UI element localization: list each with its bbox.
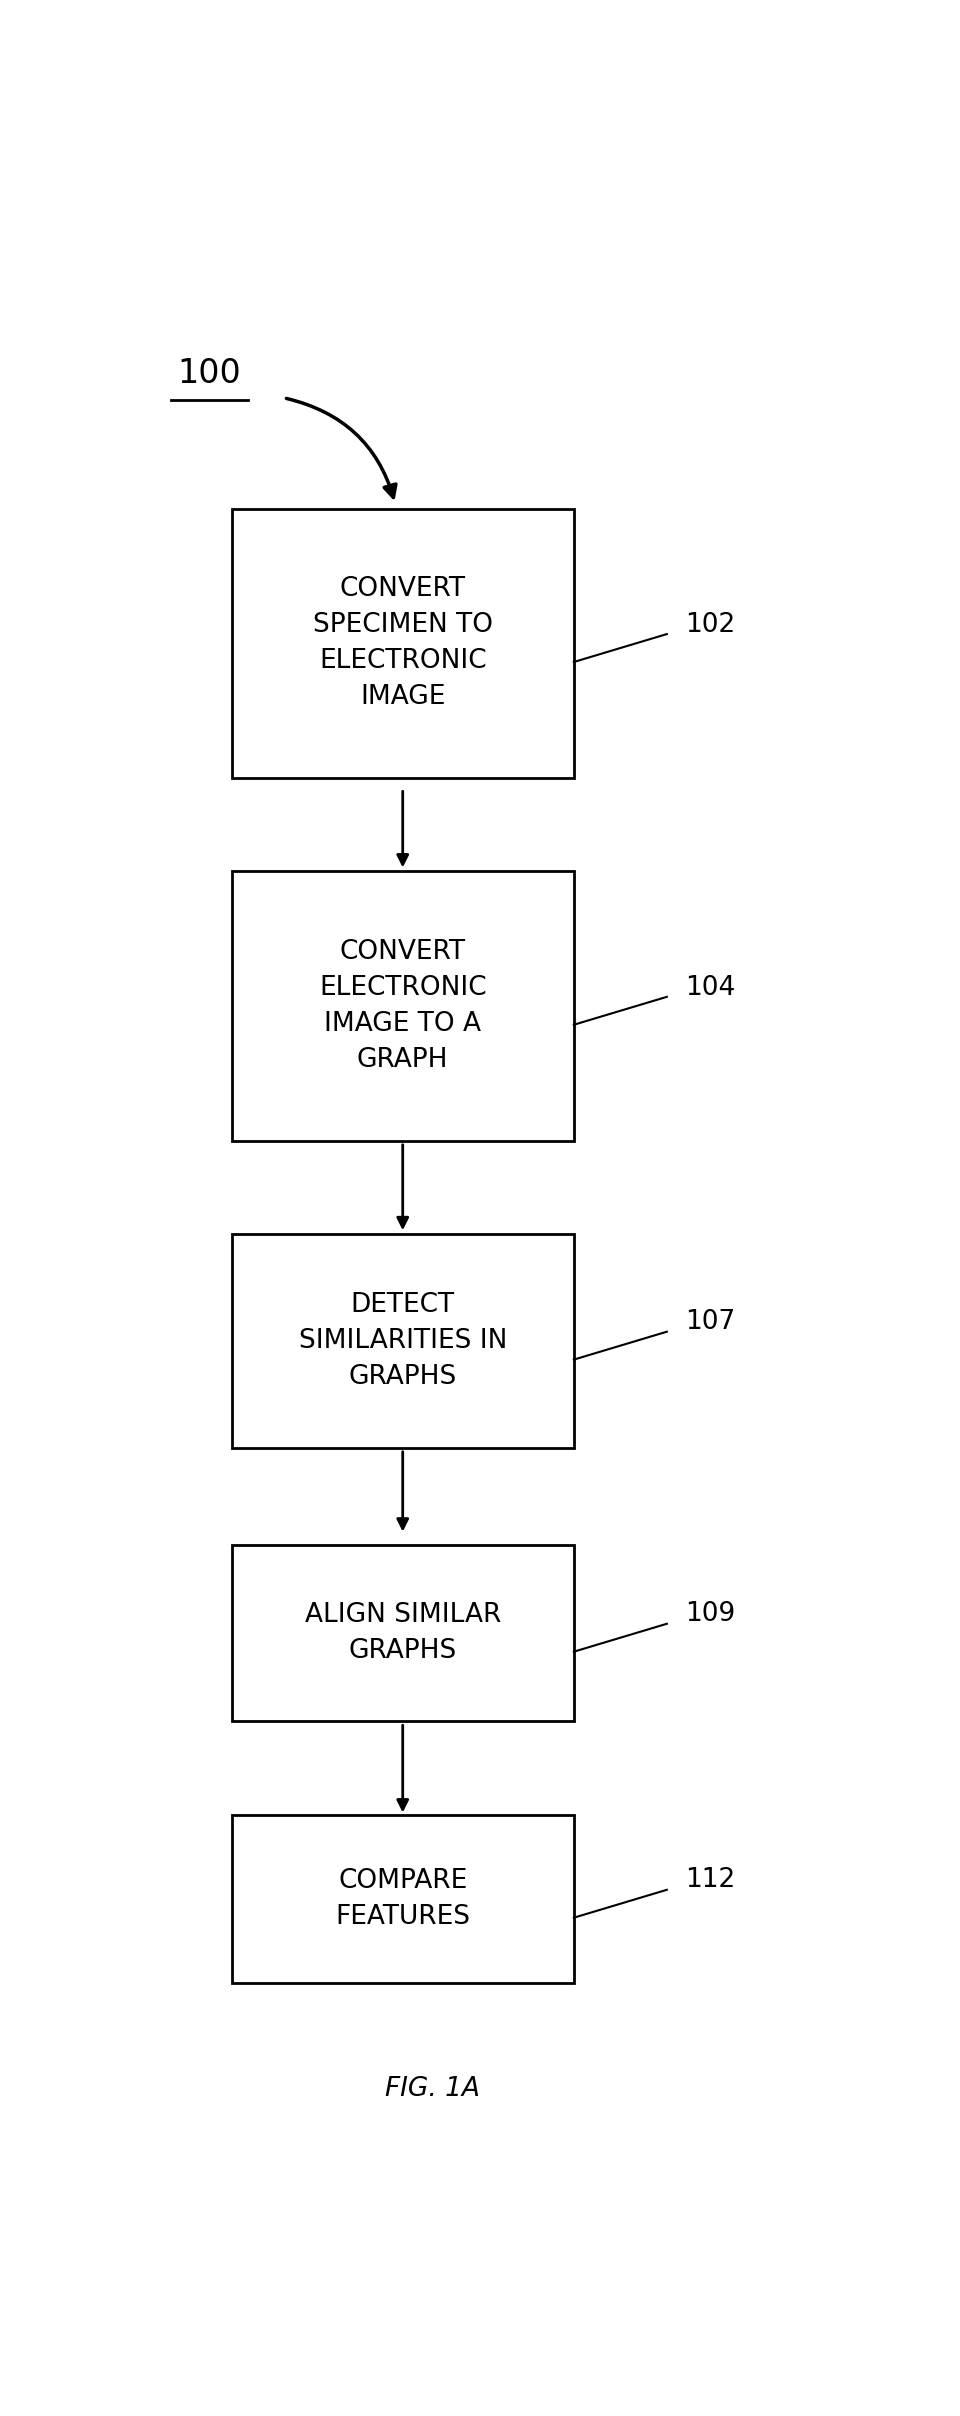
Bar — [231, 1544, 574, 1723]
Text: 109: 109 — [685, 1602, 735, 1628]
Bar — [231, 507, 574, 778]
FancyArrowPatch shape — [286, 399, 396, 498]
Text: DETECT
SIMILARITIES IN
GRAPHS: DETECT SIMILARITIES IN GRAPHS — [299, 1293, 507, 1389]
Text: COMPARE
FEATURES: COMPARE FEATURES — [335, 1868, 470, 1930]
Bar — [231, 1814, 574, 1984]
Text: 107: 107 — [685, 1309, 735, 1336]
Text: 104: 104 — [685, 974, 735, 1000]
Bar — [231, 1235, 574, 1447]
Text: 112: 112 — [685, 1868, 735, 1894]
Text: ALIGN SIMILAR
GRAPHS: ALIGN SIMILAR GRAPHS — [304, 1602, 501, 1665]
Text: 100: 100 — [178, 358, 241, 389]
Text: FIG. 1A: FIG. 1A — [385, 2075, 480, 2102]
Text: CONVERT
SPECIMEN TO
ELECTRONIC
IMAGE: CONVERT SPECIMEN TO ELECTRONIC IMAGE — [313, 577, 492, 710]
Bar — [231, 872, 574, 1140]
Text: CONVERT
ELECTRONIC
IMAGE TO A
GRAPH: CONVERT ELECTRONIC IMAGE TO A GRAPH — [319, 940, 487, 1073]
Text: 102: 102 — [685, 611, 735, 638]
